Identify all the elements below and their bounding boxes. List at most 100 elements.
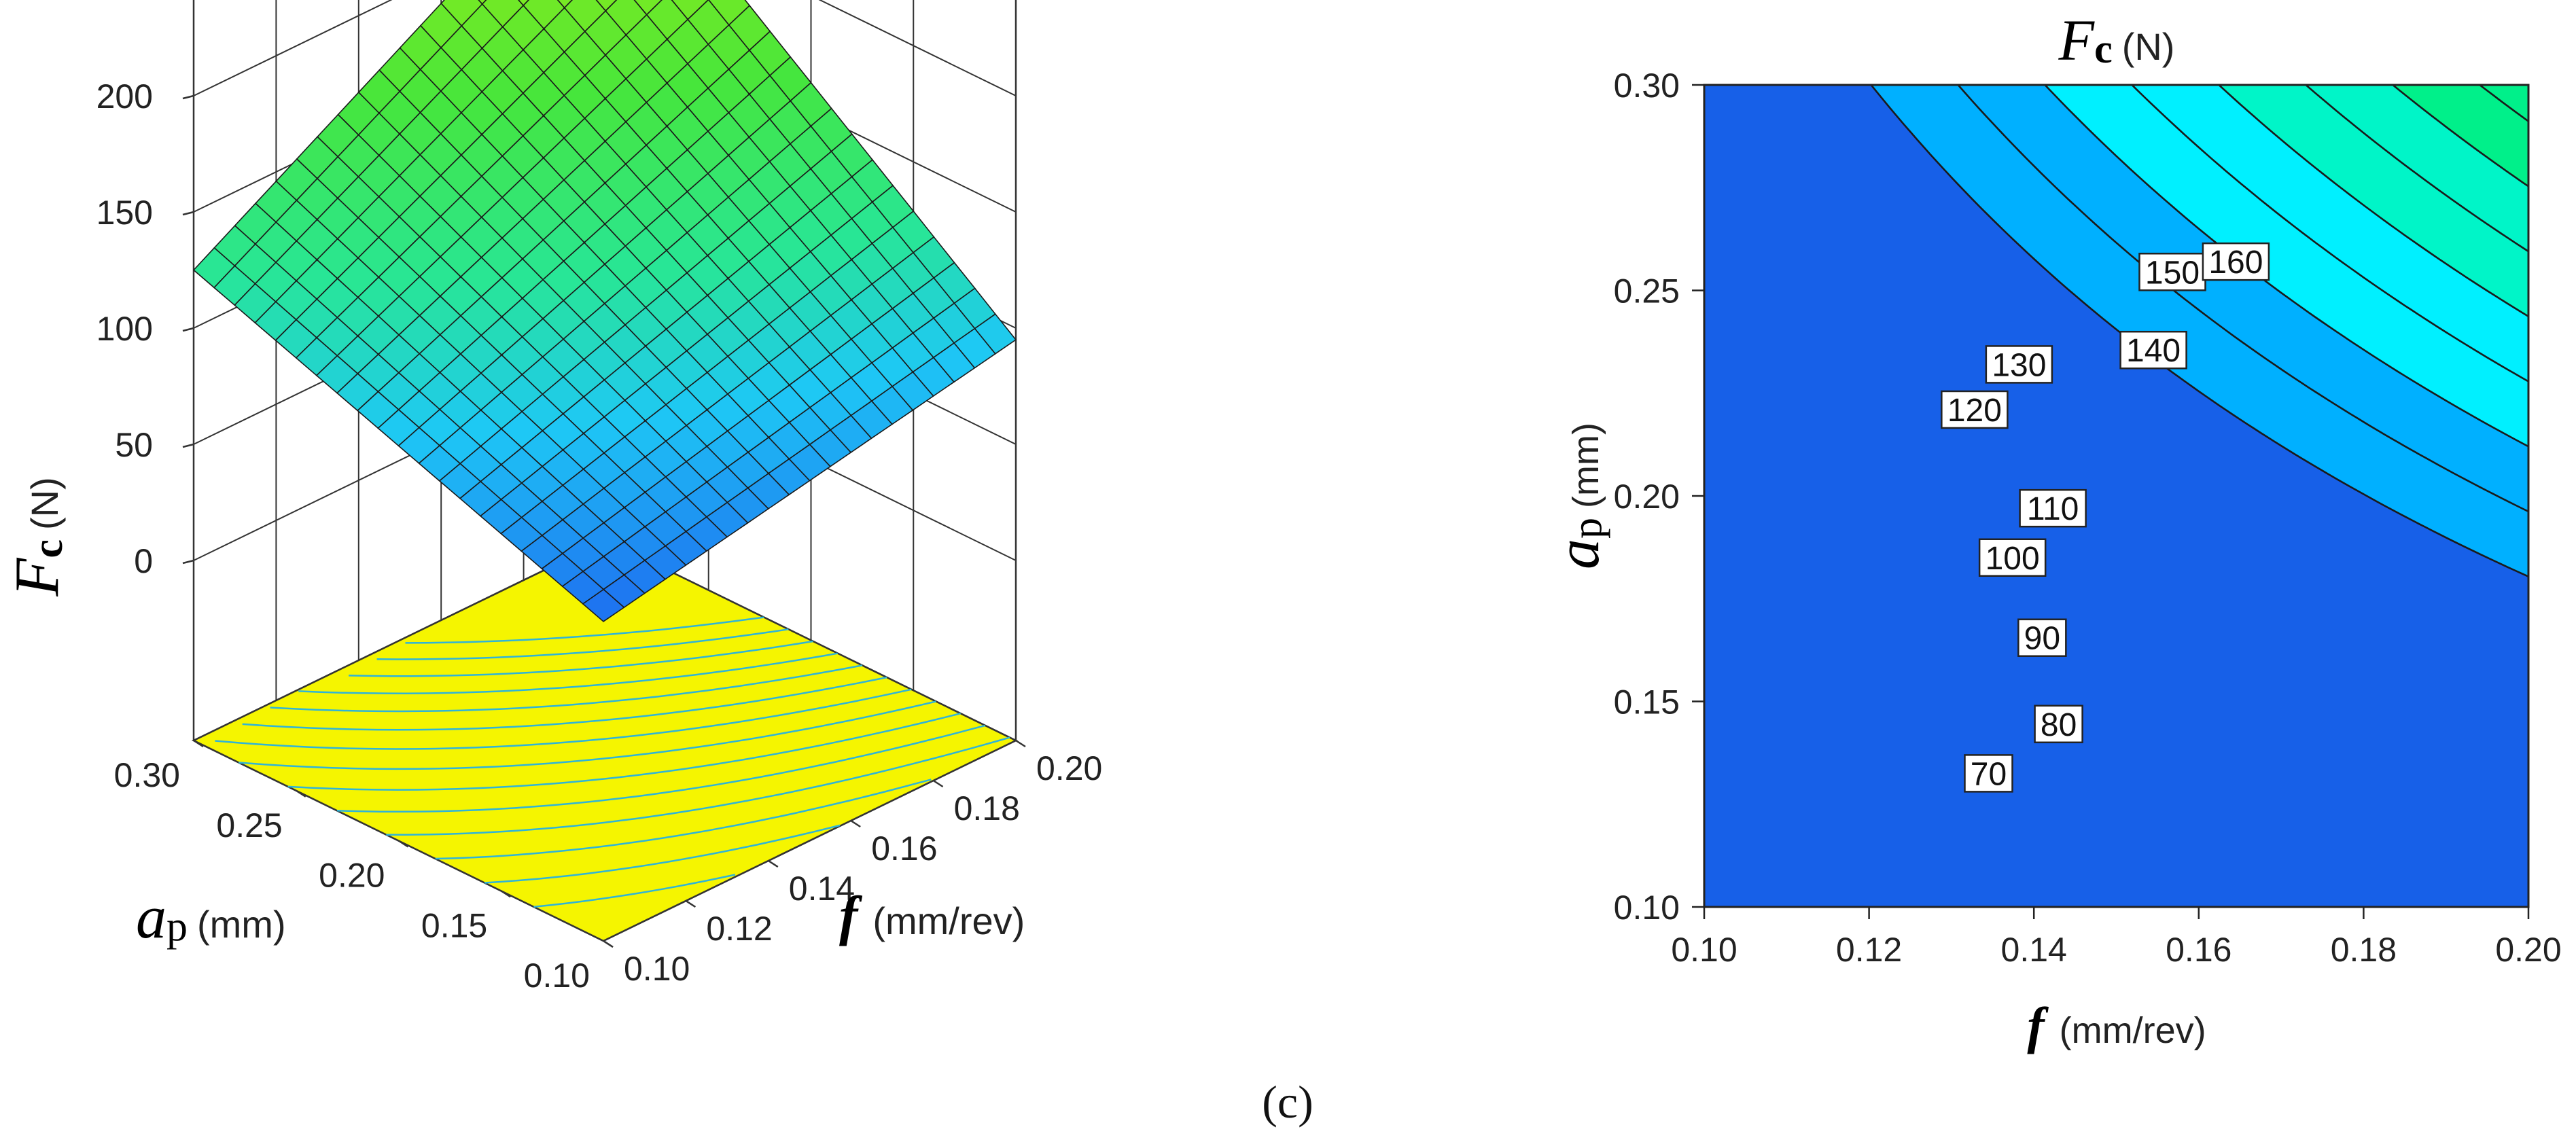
box-grid-line — [193, 0, 1017, 96]
floor-contour-line — [386, 736, 1010, 836]
ap-tick-mark — [500, 890, 511, 898]
x-tick-label: 0.10 — [1671, 931, 1737, 969]
floor-contour-line — [298, 652, 838, 694]
z-tick-label: 200 — [96, 77, 153, 115]
y-tick-label: 0.25 — [1614, 272, 1680, 310]
ap-tick-mark — [193, 739, 204, 748]
contour-y-label: ap(mm) — [1545, 423, 1612, 569]
contour-label-text: 100 — [1986, 541, 2040, 577]
floor-contour-line — [215, 688, 912, 750]
contour-label-box — [2119, 330, 2187, 370]
z-tick-mark — [182, 443, 194, 448]
contour-line — [2130, 85, 2528, 382]
contour-line — [1869, 85, 2528, 577]
z-axis-label: Fc(N) — [2, 477, 71, 596]
floor-contour-line — [405, 616, 764, 644]
f-tick-label: 0.20 — [1036, 749, 1102, 787]
floor-contour-line — [270, 664, 863, 713]
ap-tick-label: 0.30 — [114, 756, 180, 794]
surface-cell — [517, 0, 530, 7]
z-tick-label: 50 — [115, 426, 153, 464]
floor-contour-line — [239, 700, 936, 770]
z-tick-mark — [182, 94, 194, 100]
z-tick-mark — [182, 211, 194, 216]
z-axis-ticks: 250200150100500 — [96, 77, 194, 580]
f-tick-mark — [1015, 739, 1026, 748]
x-tick-label: 0.18 — [2331, 931, 2397, 969]
y-tick-label: 0.30 — [1614, 67, 1680, 105]
f-tick-label: 0.10 — [624, 950, 690, 988]
x-tick-label: 0.20 — [2495, 931, 2561, 969]
contour-y-ticks: 0.30 0.25 0.20 0.15 0.10 — [1614, 67, 1704, 927]
f-tick-mark — [932, 779, 944, 788]
x-tick-label: 0.16 — [2166, 931, 2231, 969]
z-tick-mark — [182, 327, 194, 332]
contour-line — [2217, 85, 2528, 317]
f-tick-mark — [685, 899, 696, 908]
f-tick-mark — [768, 859, 779, 868]
floor-contour-line — [484, 824, 841, 884]
contour-label-box — [2202, 242, 2270, 281]
contour-label-text: 80 — [2041, 707, 2077, 743]
contour-line — [2043, 85, 2528, 448]
ap-axis-label: ap (mm) — [136, 884, 286, 951]
f-tick-label: 0.16 — [871, 829, 937, 868]
surface-cell — [595, 0, 618, 12]
contour-x-label: f (mm/rev) — [2027, 997, 2206, 1054]
contour-label-box — [1985, 345, 2053, 384]
contour-label-text: 130 — [1992, 347, 2046, 383]
y-tick-label: 0.15 — [1614, 683, 1680, 721]
contour-label-text: 90 — [2024, 621, 2060, 657]
contour-label-text: 110 — [2027, 491, 2079, 527]
floor-contour-line — [376, 628, 789, 660]
contour-label-box — [2017, 618, 2067, 657]
contour-fill-bands — [1704, 0, 2528, 907]
f-tick-label: 0.18 — [954, 789, 1020, 827]
surface-cell — [478, 0, 487, 5]
z-tick-mark — [182, 559, 194, 565]
contour-line — [2304, 85, 2528, 253]
f-axis-ticks: 0.10 0.12 0.14 0.16 0.18 0.20 — [603, 739, 1102, 988]
contour-level-labels: 70 80 90 100 110 120 130 140 150 160 — [1941, 242, 2270, 793]
ap-tick-label: 0.15 — [421, 906, 487, 944]
contour-label-box — [2019, 488, 2087, 528]
contour-band — [1704, 0, 2528, 56]
contour-line — [1956, 85, 2528, 513]
floor-contour-line — [349, 640, 813, 677]
z-tick-label: 150 — [96, 194, 153, 232]
contour-label-box — [1964, 754, 2013, 793]
f-tick-mark — [603, 940, 614, 948]
contour-band — [2393, 85, 2528, 187]
floor-contour-line — [242, 676, 887, 731]
contour-label-text: 160 — [2208, 245, 2263, 281]
surface-cell — [582, 588, 625, 622]
ap-tick-label: 0.20 — [319, 857, 385, 895]
panel-caption: (c) — [1262, 1076, 1313, 1128]
contour-label-box — [1941, 390, 2009, 429]
ap-axis-ticks: 0.30 0.25 0.20 0.15 0.10 — [114, 739, 614, 995]
contour-plot: 70 80 90 100 110 120 130 140 150 160 0.10 0.12 0.14… — [1545, 0, 2562, 1054]
f-tick-label: 0.14 — [789, 870, 855, 908]
contour-line — [1704, 0, 2528, 56]
contour-label-box — [2034, 704, 2083, 744]
y-tick-label: 0.10 — [1614, 889, 1680, 927]
floor-contour-line — [287, 712, 961, 791]
floor-contour-line — [435, 779, 932, 860]
contour-label-text: 140 — [2126, 333, 2181, 369]
f-tick-label: 0.12 — [706, 910, 772, 948]
contour-label-text: 120 — [1947, 393, 2002, 429]
contour-label-text: 70 — [1971, 756, 2007, 792]
f-axis-label: f (mm/rev) — [839, 885, 1025, 946]
contour-label-box — [2138, 253, 2206, 291]
surface-3d-plot: 250200150100500 0.300.250.200.150.10 0.1… — [2, 0, 1102, 995]
contour-title: Fc (N) — [2058, 7, 2175, 73]
x-tick-label: 0.14 — [2001, 931, 2067, 969]
surface-cell — [557, 0, 574, 9]
ap-tick-label: 0.10 — [524, 957, 590, 995]
contour-label-box — [1978, 538, 2047, 577]
z-tick-label: 0 — [134, 542, 153, 580]
ap-tick-label: 0.25 — [216, 806, 282, 844]
contour-lines — [1704, 0, 2528, 577]
y-tick-label: 0.20 — [1614, 478, 1680, 516]
